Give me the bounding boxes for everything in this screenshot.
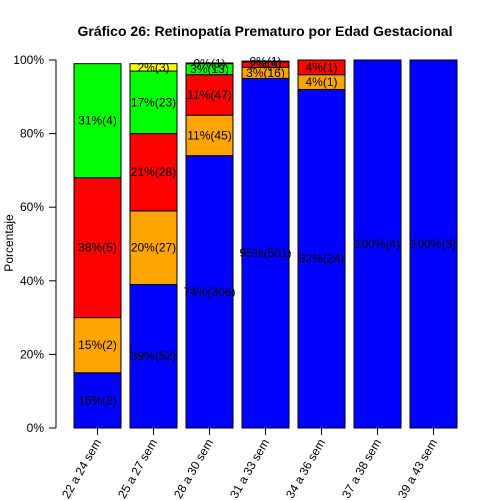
data-label: 20%(27) — [131, 241, 176, 255]
x-tick-label: 31 a 33 sem — [227, 437, 272, 500]
data-label: 15%(2) — [78, 338, 117, 352]
data-label: 11%(45) — [187, 128, 231, 142]
data-label: 21%(28) — [131, 165, 176, 179]
data-label: 39%(52) — [131, 349, 176, 363]
x-tick-label: 22 a 24 sem — [59, 437, 104, 500]
data-label: 100%(4) — [355, 237, 400, 251]
y-axis: 0% 20% 40% 60% 80% 100% — [13, 53, 56, 435]
data-label: 100%(3) — [411, 237, 456, 251]
data-label: 17%(23) — [131, 95, 176, 109]
data-label: 0%(1) — [249, 54, 281, 68]
data-label: 4%(1) — [305, 75, 337, 89]
data-label: 95%(501) — [239, 246, 291, 260]
x-tick-label: 34 a 36 sem — [283, 437, 328, 500]
y-tick-label: 20% — [20, 347, 44, 361]
x-tick-label: 28 a 30 sem — [171, 437, 216, 500]
y-tick-label: 40% — [20, 274, 44, 288]
x-tick-label: 37 a 38 sem — [339, 437, 384, 500]
y-axis-label: Porcentaje — [2, 214, 16, 272]
y-tick-label: 0% — [27, 421, 45, 435]
y-tick-label: 100% — [13, 53, 44, 67]
chart-title: Gráfico 26: Retinopatía Prematuro por Ed… — [78, 23, 453, 39]
y-tick-label: 80% — [20, 127, 44, 141]
data-label: 92%(24) — [299, 252, 344, 266]
data-label: 74%(306) — [183, 285, 235, 299]
data-label: 2%(3) — [137, 60, 169, 74]
data-label: 11%(47) — [187, 88, 231, 102]
x-tick-label: 25 a 27 sem — [115, 437, 160, 500]
data-label: 0%(1) — [193, 56, 225, 70]
data-label: 38%(5) — [78, 241, 117, 255]
data-label: 31%(4) — [78, 114, 117, 128]
x-axis-labels: 22 a 24 sem 25 a 27 sem 28 a 30 sem 31 a 33… — [59, 428, 440, 500]
data-label: 15%(2) — [78, 393, 117, 407]
data-label: 4%(1) — [305, 60, 337, 74]
x-tick-label: 39 a 43 sem — [395, 437, 440, 500]
y-tick-label: 60% — [20, 200, 44, 214]
